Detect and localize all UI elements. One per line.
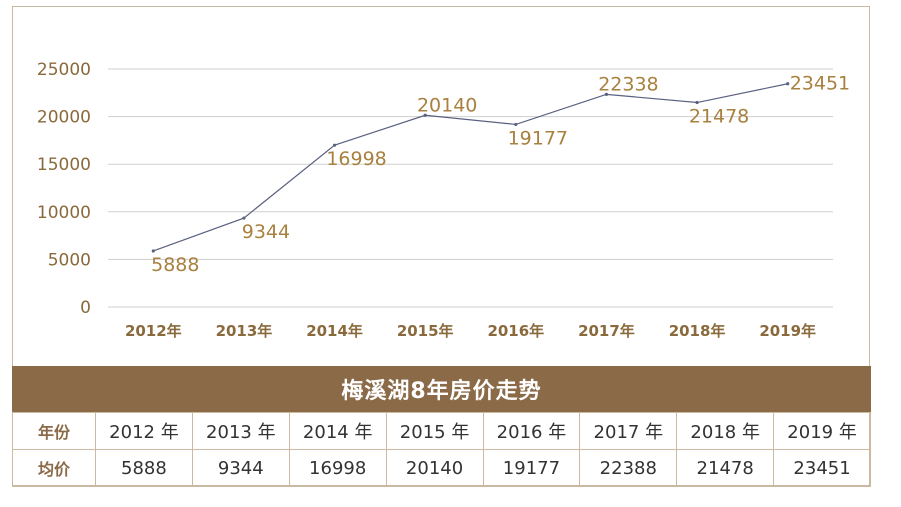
price-cell: 20140 <box>385 449 484 487</box>
y-tick-label: 20000 <box>37 108 91 128</box>
price-row-header: 均价 <box>12 449 96 487</box>
year-row-header: 年份 <box>12 412 96 450</box>
price-cell: 21478 <box>676 449 775 487</box>
data-label: 22338 <box>598 73 658 95</box>
x-tick-label: 2012年 <box>125 322 182 340</box>
year-cell: 2017 年 <box>579 412 678 450</box>
price-cell: 23451 <box>773 449 871 487</box>
data-label: 9344 <box>242 221 290 243</box>
year-cell: 2013 年 <box>191 412 290 450</box>
x-tick-label: 2016年 <box>487 322 544 340</box>
year-cell: 2012 年 <box>95 412 193 450</box>
data-point <box>695 100 699 105</box>
price-row: 均价 5888 9344 16998 20140 19177 22388 214… <box>12 449 871 487</box>
y-tick-label: 25000 <box>37 60 91 80</box>
data-point <box>604 92 609 96</box>
x-tick-label: 2013年 <box>216 322 273 340</box>
price-table: 年份 2012 年 2013 年 2014 年 2015 年 2016 年 20… <box>12 412 871 487</box>
data-label: 20140 <box>417 94 477 116</box>
chart-title-banner: 梅溪湖8年房价走势 <box>12 366 871 412</box>
y-tick-label: 5000 <box>48 250 91 270</box>
year-cell: 2016 年 <box>482 412 581 450</box>
x-tick-label: 2018年 <box>669 322 726 340</box>
price-cell: 16998 <box>288 449 387 487</box>
y-tick-label: 10000 <box>37 203 91 223</box>
price-cell: 19177 <box>482 449 581 487</box>
data-label: 5888 <box>151 254 199 276</box>
x-tick-label: 2015年 <box>397 322 454 340</box>
series-line <box>153 83 788 252</box>
price-cell: 9344 <box>191 449 290 487</box>
data-label: 19177 <box>508 127 568 149</box>
data-point <box>786 82 790 86</box>
year-row: 年份 2012 年 2013 年 2014 年 2015 年 2016 年 20… <box>12 412 871 450</box>
price-cell: 22388 <box>579 449 678 487</box>
line-chart: 0 5000 10000 15000 20000 25000 2012年 2013年 2014年… <box>37 60 850 340</box>
year-cell: 2018 年 <box>676 412 775 450</box>
y-tick-label: 15000 <box>37 155 91 175</box>
data-point <box>151 249 155 253</box>
chart-title: 梅溪湖8年房价走势 <box>341 379 542 404</box>
x-tick-label: 2014年 <box>306 322 363 340</box>
y-tick-label: 0 <box>80 298 91 318</box>
data-point <box>423 113 427 117</box>
year-cell: 2015 年 <box>385 412 484 450</box>
year-cell: 2019 年 <box>773 412 871 450</box>
data-point <box>242 216 246 220</box>
x-tick-label: 2017年 <box>578 322 635 340</box>
data-point <box>332 143 337 147</box>
data-label: 21478 <box>689 106 749 128</box>
data-label: 16998 <box>326 148 386 170</box>
data-label: 23451 <box>790 73 850 95</box>
x-tick-label: 2019年 <box>759 322 816 340</box>
year-cell: 2014 年 <box>288 412 387 450</box>
price-cell: 5888 <box>95 449 193 487</box>
data-point <box>514 122 518 127</box>
